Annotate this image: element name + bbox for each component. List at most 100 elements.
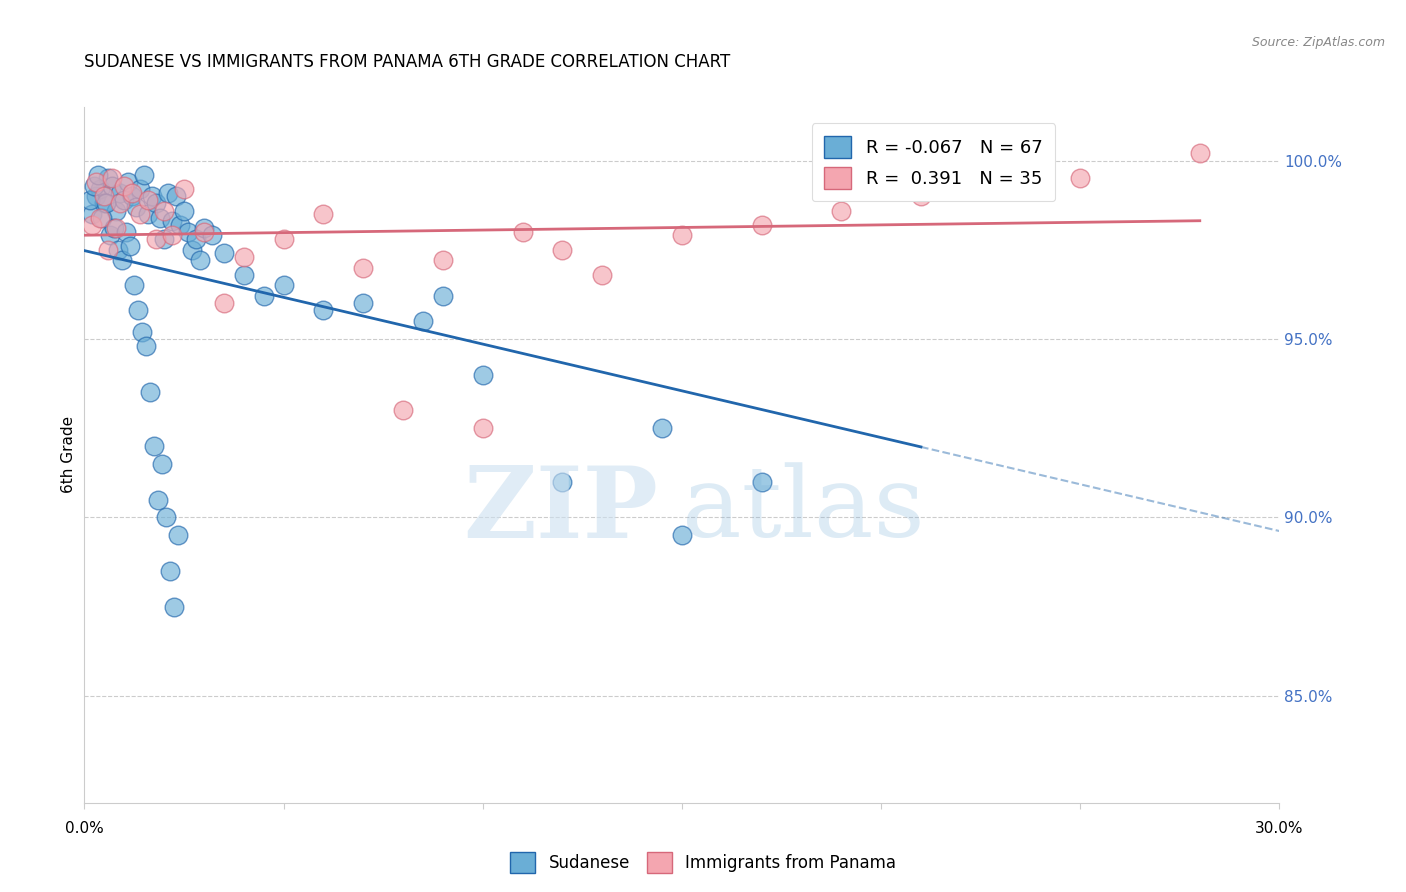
Point [150,457,173,471]
Point [1188,146,1211,161]
Point [212,246,235,260]
Point [122,278,145,293]
Point [79,193,101,207]
Point [96,196,118,211]
Point [352,260,374,275]
Text: Source: ZipAtlas.com: Source: ZipAtlas.com [1251,36,1385,49]
Point [120,239,142,253]
Point [98,228,121,243]
Point [101,171,124,186]
Point [471,368,494,382]
Point [112,193,135,207]
Point [193,225,215,239]
Text: SUDANESE VS IMMIGRANTS FROM PANAMA 6TH GRADE CORRELATION CHART: SUDANESE VS IMMIGRANTS FROM PANAMA 6TH G… [84,54,731,71]
Y-axis label: 6th Grade: 6th Grade [60,417,76,493]
Point [153,232,176,246]
Point [111,253,134,268]
Point [651,421,673,435]
Point [129,182,152,196]
Point [273,278,295,293]
Point [86,175,108,189]
Point [125,200,148,214]
Point [131,325,153,339]
Text: atlas: atlas [682,463,925,558]
Point [751,218,773,232]
Point [149,211,172,225]
Point [132,168,156,182]
Point [471,421,494,435]
Point [671,228,693,243]
Text: ZIP: ZIP [463,462,658,559]
Point [117,175,139,189]
Point [121,189,143,203]
Point [1069,171,1091,186]
Point [910,189,932,203]
Point [990,178,1012,193]
Point [87,168,110,182]
Point [155,510,177,524]
Point [105,221,128,235]
Point [97,171,120,186]
Point [115,225,138,239]
Point [129,207,152,221]
Point [127,303,149,318]
Point [312,207,335,221]
Point [145,196,167,211]
Point [412,314,434,328]
Point [157,186,180,200]
Legend: Sudanese, Immigrants from Panama: Sudanese, Immigrants from Panama [503,846,903,880]
Point [82,207,104,221]
Text: 30.0%: 30.0% [1256,821,1303,836]
Point [273,232,295,246]
Point [163,599,186,614]
Point [352,296,374,310]
Point [551,243,574,257]
Point [121,186,143,200]
Point [135,339,157,353]
Point [105,203,128,218]
Point [145,232,167,246]
Point [169,218,191,232]
Point [97,243,120,257]
Point [253,289,276,303]
Point [141,189,163,203]
Point [136,207,159,221]
Point [184,232,207,246]
Point [910,136,932,150]
Point [93,189,115,203]
Point [101,178,124,193]
Point [432,289,454,303]
Point [167,528,190,542]
Point [751,475,773,489]
Point [103,221,125,235]
Point [86,189,108,203]
Point [173,203,195,218]
Point [201,228,224,243]
Point [212,296,235,310]
Point [232,268,254,282]
Point [181,243,204,257]
Point [671,528,693,542]
Point [165,189,187,203]
Point [83,178,105,193]
Point [392,403,415,417]
Point [177,225,200,239]
Point [143,439,166,453]
Point [193,221,215,235]
Point [551,475,574,489]
Point [188,253,211,268]
Point [89,211,111,225]
Text: 0.0%: 0.0% [65,821,104,836]
Point [830,203,852,218]
Point [107,243,129,257]
Point [110,186,132,200]
Point [82,218,104,232]
Point [160,214,183,228]
Legend: R = -0.067   N = 67, R =  0.391   N = 35: R = -0.067 N = 67, R = 0.391 N = 35 [811,123,1056,202]
Point [159,564,181,578]
Point [432,253,454,268]
Point [173,182,195,196]
Point [110,196,132,211]
Point [146,492,169,507]
Point [312,303,335,318]
